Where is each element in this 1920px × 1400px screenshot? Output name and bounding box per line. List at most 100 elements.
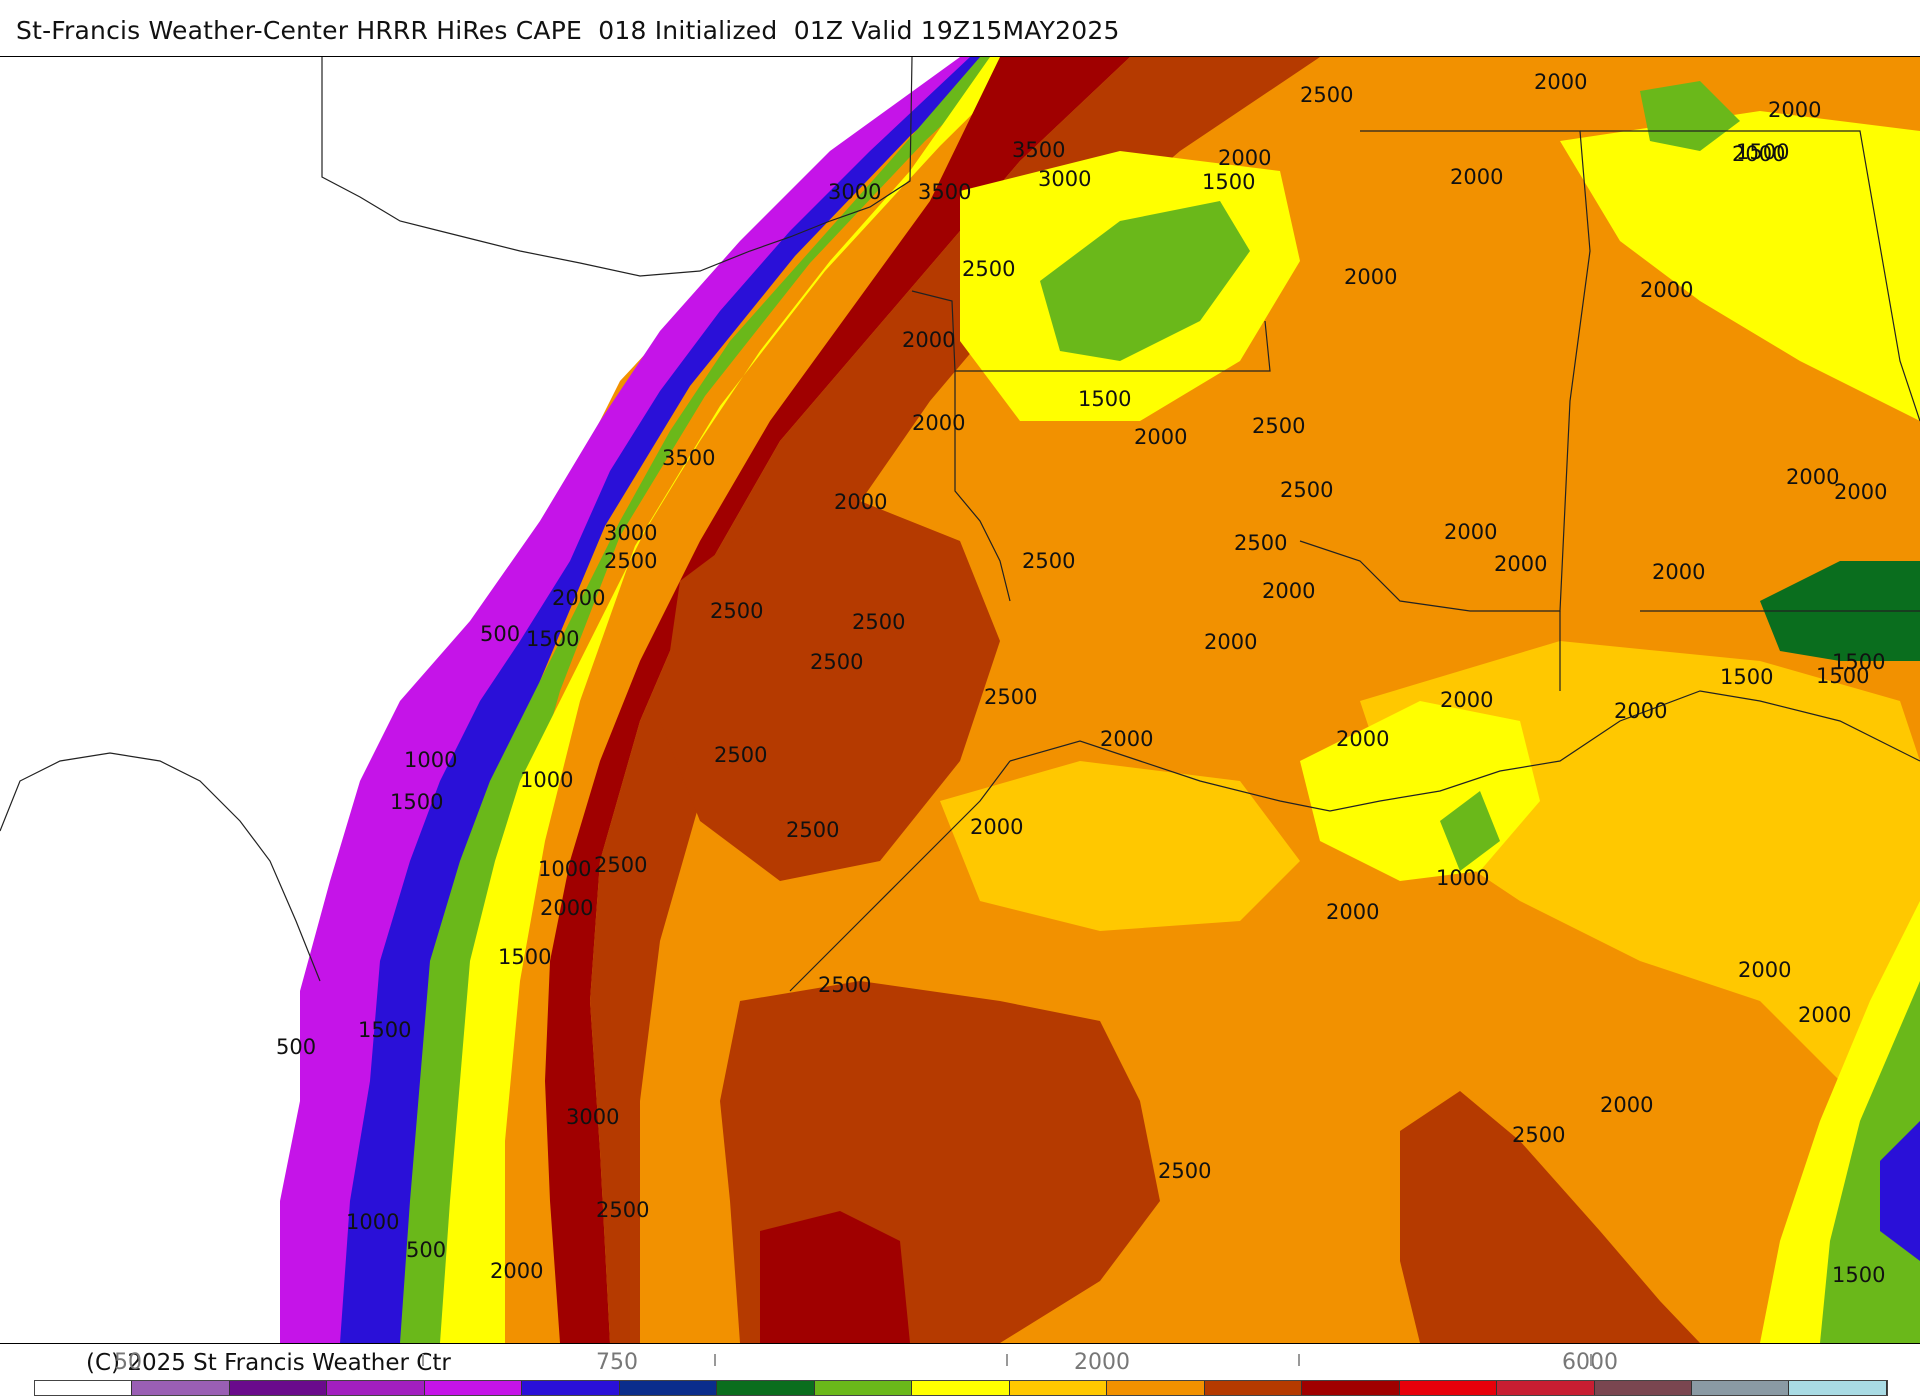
cape-map: 2500 2000 2000 3500 3000 2000 3000 3500 … [0,56,1920,1344]
contour-label: 2000 [490,1259,543,1283]
contour-label: 2500 [1512,1123,1565,1147]
cape-patch-brown-3 [1400,1091,1700,1343]
contour-label: 1500 [1202,170,1255,194]
legend-swatch [619,1381,718,1395]
contour-label: 2000 [1732,142,1785,166]
contour-label: 2000 [1798,1003,1851,1027]
contour-label: 2000 [1534,70,1587,94]
contour-labels: 2500 2000 2000 3500 3000 2000 3000 3500 … [276,70,1887,1287]
contour-label: 2500 [596,1198,649,1222]
legend-colorbar [34,1380,1888,1396]
contour-label: 2000 [1652,560,1705,584]
legend-tick-mark [714,1354,716,1366]
contour-label: 2500 [818,973,871,997]
contour-label: 500 [406,1238,446,1262]
cape-band-se-green [1820,981,1920,1343]
legend-swatch [912,1381,1010,1395]
contour-label: 3000 [566,1105,619,1129]
contour-label: 3000 [828,180,881,204]
legend-tick-mark [1590,1354,1592,1366]
contour-label: 2000 [1786,465,1839,489]
contour-label: 2500 [710,599,763,623]
contour-label: 1500 [1832,1263,1885,1287]
legend-swatch [327,1381,425,1395]
contour-label: 2000 [1100,727,1153,751]
contour-label: 1000 [1436,866,1489,890]
contour-label: 2500 [962,257,1015,281]
contour-label: 2000 [1134,425,1187,449]
contour-label: 2000 [1834,480,1887,504]
cape-map-canvas: 2500 2000 2000 3500 3000 2000 3000 3500 … [0,57,1920,1343]
contour-label: 1500 [358,1018,411,1042]
contour-label: 2000 [1444,520,1497,544]
contour-label: 2000 [540,896,593,920]
contour-label: 2500 [852,610,905,634]
legend-swatch [1594,1381,1692,1395]
contour-label: 2000 [1336,727,1389,751]
contour-label: 2500 [786,818,839,842]
cape-patch-green-ne [1640,81,1740,151]
contour-label: 2000 [902,328,955,352]
contour-label: 1500 [1720,665,1773,689]
contour-label: 2500 [1234,531,1287,555]
contour-label: 1000 [520,768,573,792]
contour-label: 3500 [1012,138,1065,162]
contour-label: 1500 [1078,387,1131,411]
contour-label: 2000 [1204,630,1257,654]
legend: (C) 2025 St Francis Weather Ctr 50 750 2… [0,1342,1920,1400]
contour-label: 2500 [604,549,657,573]
contour-label: 2500 [1158,1159,1211,1183]
legend-swatch [522,1381,620,1395]
legend-tick-mark [422,1354,424,1366]
contour-label: 2000 [1218,146,1271,170]
legend-swatch [132,1381,230,1395]
legend-swatch [1497,1381,1595,1395]
contour-label: 1000 [346,1210,399,1234]
boundary-lines [0,57,1920,992]
legend-swatch [1789,1381,1887,1395]
contour-label: 3000 [1038,167,1091,191]
legend-swatch [1009,1381,1108,1395]
contour-label: 1000 [538,857,591,881]
legend-tick-label: 750 [596,1350,638,1375]
legend-swatch [717,1381,815,1395]
contour-label: 3000 [604,521,657,545]
contour-label: 2500 [1022,549,1075,573]
contour-label: 2000 [1768,98,1821,122]
contour-label: 3500 [918,180,971,204]
legend-swatch [424,1381,523,1395]
contour-label: 2000 [1440,688,1493,712]
contour-label: 2000 [1494,552,1547,576]
legend-tick-mark [1298,1354,1300,1366]
contour-label: 500 [480,622,520,646]
legend-swatch [1691,1381,1790,1395]
contour-label: 2000 [1326,900,1379,924]
contour-label: 2500 [594,853,647,877]
legend-tick-mark [1006,1354,1008,1366]
cape-band-se-blue [1880,1121,1920,1261]
contour-label: 2000 [1262,579,1315,603]
contour-label: 2000 [552,586,605,610]
contour-label: 2000 [1640,278,1693,302]
contour-label: 2500 [984,685,1037,709]
contour-label: 1500 [498,945,551,969]
contour-label: 2000 [1738,958,1791,982]
cape-patch-yellow-ne [1560,111,1920,421]
contour-label: 1500 [390,790,443,814]
contour-label: 500 [276,1035,316,1059]
contour-label: 2000 [834,490,887,514]
legend-tick-label: 50 [114,1350,142,1375]
legend-swatch [35,1381,133,1395]
contour-label: 2500 [1300,83,1353,107]
cape-patch-darkred [760,1211,910,1343]
contour-label: 1500 [1736,140,1789,164]
contour-label: 1500 [1832,650,1885,674]
contour-label: 1000 [404,748,457,772]
legend-swatch [229,1381,328,1395]
copyright-text: (C) 2025 St Francis Weather Ctr [86,1350,451,1376]
contour-label: 2500 [714,743,767,767]
cape-patch-green-n [1040,201,1250,361]
contour-label: 1500 [526,627,579,651]
cape-band-blue [340,57,1000,1343]
contour-label: 2000 [1600,1093,1653,1117]
